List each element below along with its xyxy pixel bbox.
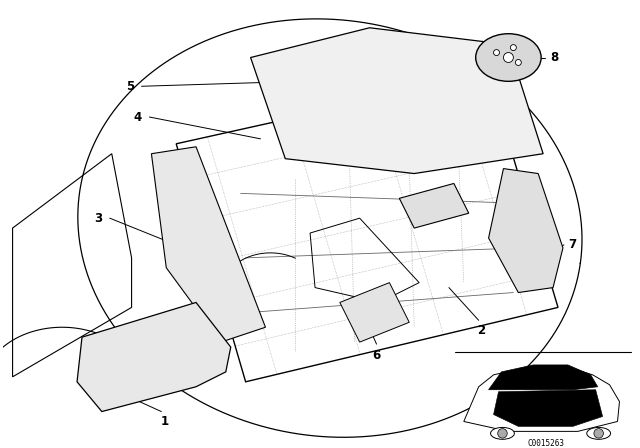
Text: 2: 2 bbox=[477, 324, 486, 337]
Circle shape bbox=[498, 429, 508, 438]
Circle shape bbox=[515, 60, 522, 65]
Circle shape bbox=[504, 52, 513, 62]
Polygon shape bbox=[464, 367, 620, 431]
Text: C0015263: C0015263 bbox=[527, 439, 564, 448]
Ellipse shape bbox=[476, 34, 541, 82]
Text: 8: 8 bbox=[550, 51, 558, 64]
Polygon shape bbox=[488, 365, 598, 390]
Text: 7: 7 bbox=[568, 238, 576, 251]
Polygon shape bbox=[399, 184, 468, 228]
Circle shape bbox=[594, 429, 604, 438]
Text: 3: 3 bbox=[93, 211, 102, 224]
Circle shape bbox=[511, 45, 516, 51]
Text: 6: 6 bbox=[372, 349, 381, 362]
Ellipse shape bbox=[491, 427, 515, 439]
Polygon shape bbox=[488, 168, 563, 293]
Text: 4: 4 bbox=[133, 111, 141, 124]
Polygon shape bbox=[251, 28, 543, 173]
Polygon shape bbox=[493, 390, 603, 426]
Polygon shape bbox=[77, 302, 231, 412]
Circle shape bbox=[493, 50, 499, 56]
Text: 5: 5 bbox=[126, 80, 134, 93]
Text: 1: 1 bbox=[160, 414, 168, 427]
Polygon shape bbox=[340, 283, 409, 342]
Polygon shape bbox=[152, 147, 266, 342]
Ellipse shape bbox=[587, 427, 611, 439]
